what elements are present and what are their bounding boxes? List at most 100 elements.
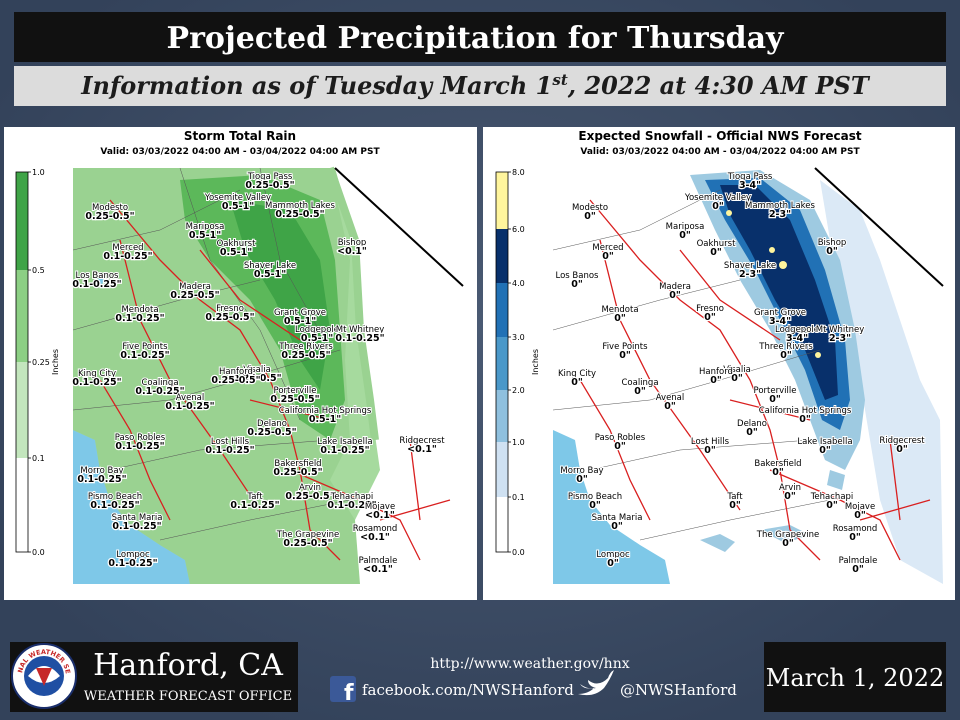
place-amount: 0" [619,350,631,361]
place-amount: 0.25-0.5" [170,290,219,301]
place-name: Grant Grove [274,308,326,318]
place-name: Paso Robles [595,433,646,443]
place-amount: 3-4" [786,333,808,344]
place-name: Hanford [699,367,733,377]
place-amount: 0" [576,474,588,485]
place-amount: 0.1-0.25" [230,500,279,511]
place-name: Rosamond [353,524,398,534]
place-name: Five Points [602,342,648,352]
place-name: Palmdale [359,556,398,566]
place-name: Merced [592,243,623,253]
place-amount: 0" [571,279,583,290]
subtitle-bar [14,66,946,106]
place-amount: 0.5-1" [220,247,252,258]
facebook-icon [330,676,356,702]
place-amount: 0" [826,500,838,511]
place-amount: 0.1-0.25" [165,401,214,412]
place-name: Avenal [176,393,205,403]
place-name: Lompoc [116,550,150,560]
place-name: Santa Maria [112,513,163,523]
place-name: Grant Grove [754,308,806,318]
place-name: Santa Maria [592,513,643,523]
place-name: Porterville [274,386,317,396]
place-name: Palmdale [839,556,878,566]
twitter-link[interactable]: @NWSHanford [620,681,737,699]
snow-map [552,167,944,584]
date: March 1, 2022 [766,664,945,692]
place-amount: 0.5-1" [284,316,316,327]
place-name: Bishop [338,238,367,248]
colorbar-tick-label: 8.0 [512,168,525,177]
colorbar-tick-label: 0.25 [32,358,50,367]
place-amount: 0.1-0.25" [108,558,157,569]
place-name: Oakhurst [697,239,737,249]
place-name: King City [558,369,596,379]
place-amount: <0.1" [337,246,367,257]
rain-map [72,166,464,584]
place-amount: 0" [712,201,724,212]
place-name: Visalia [243,365,271,375]
facebook-link[interactable]: facebook.com/NWSHanford [362,681,574,699]
place-name: Delano [737,419,767,429]
place-name: Mendota [121,305,158,315]
place-amount: 0" [819,445,831,456]
place-amount: 0.25-0.5" [273,467,322,478]
place-name: Lake Isabella [317,437,372,447]
place-name: Morro Bay [560,466,603,476]
place-name: Hanford [219,367,253,377]
subtitle-sup: st [552,71,567,89]
colorbar-tick-label: 0.1 [32,454,45,463]
place-name: Oakhurst [217,239,257,249]
place-name: Morro Bay [80,466,123,476]
place-name: Tioga Pass [727,172,773,182]
place-amount: 0" [611,521,623,532]
place-amount: 0" [571,377,583,388]
place-amount: 0" [784,491,796,502]
place-amount: 0" [704,312,716,323]
place-name: Lodgepole [295,325,339,335]
place-amount: 0.25-0.5" [285,491,334,502]
place-name: Coalinga [621,378,658,388]
place-name: Arvin [299,483,321,493]
colorbar-tick-label: 1.0 [512,438,525,447]
place-amount: 0" [602,251,614,262]
place-amount: 0.25-0.5" [247,427,296,438]
place-amount: 0.1-0.25" [115,441,164,452]
place-amount: 0.1-0.25" [115,313,164,324]
valid-time: Valid: 03/03/2022 04:00 AM - 03/04/2022 … [580,147,860,157]
place-name: Mt Whitney [816,325,865,335]
colorbar-tick-label: 0.0 [32,548,45,557]
rain-colorbar [15,171,29,553]
twitter-icon [578,670,614,696]
place-amount: 0.5-1" [301,333,333,344]
place-name: Three Rivers [278,342,333,352]
website-link[interactable]: http://www.weather.gov/hnx [430,656,629,672]
place-name: Paso Robles [115,433,166,443]
colorbar-tick-label: 0.0 [512,548,525,557]
place-amount: 0" [704,445,716,456]
place-name: Tehachapi [810,492,854,502]
place-amount: <0.1" [363,564,393,575]
place-amount: 3-4" [769,316,791,327]
place-amount: 0.25-0.5" [205,312,254,323]
place-amount: 0.25-0.5" [85,211,134,222]
place-name: Mariposa [666,222,705,232]
place-name: California Hot Springs [759,406,852,416]
place-amount: 0" [896,444,908,455]
place-amount: 0.1-0.25" [103,251,152,262]
place-name: Arvin [779,483,801,493]
place-name: King City [78,369,116,379]
place-name: Modesto [572,203,608,213]
place-amount: 0.1-0.25" [327,500,376,511]
place-name: California Hot Springs [279,406,372,416]
place-amount: 0" [799,414,811,425]
place-amount: 0" [826,246,838,257]
place-name: Mt Whitney [336,325,385,335]
place-name: Avenal [656,393,685,403]
title-bar [14,12,946,62]
colorbar-tick-label: 6.0 [512,225,525,234]
place-amount: 0.1-0.25" [112,521,161,532]
place-name: The Grapevine [276,530,339,540]
place-amount: 0.5-1" [309,414,341,425]
place-name: Lost Hills [211,437,250,447]
